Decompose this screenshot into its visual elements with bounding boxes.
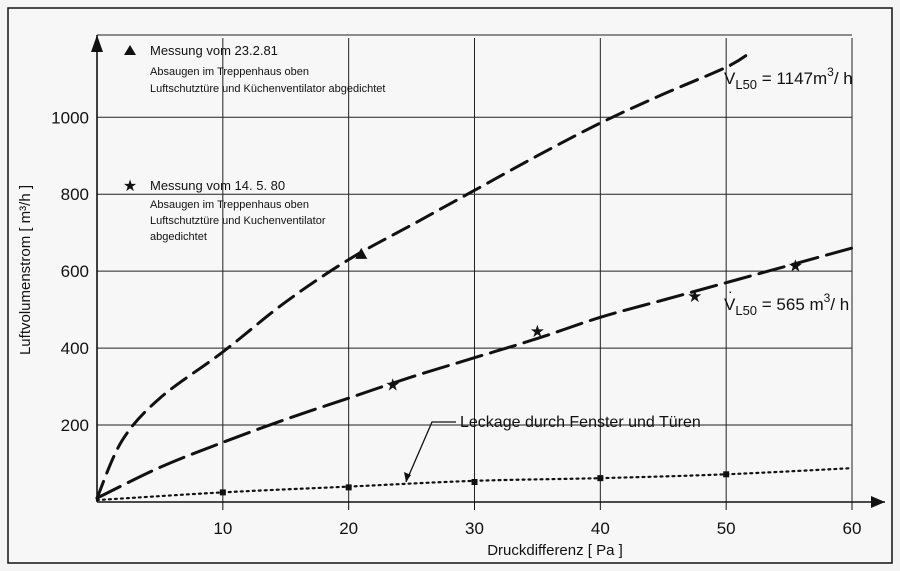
x-axis-arrow — [871, 496, 885, 508]
x-axis-label: Druckdifferenz [ Pa ] — [487, 542, 623, 559]
star-marker: ★ — [788, 256, 803, 276]
leak-label: Leckage durch Fenster und Türen — [460, 414, 701, 431]
annotation-triangle-line2: Luftschutztüre und Küchenventilator abge… — [150, 83, 385, 95]
annotation-star-title: Messung vom 14. 5. 80 — [150, 178, 285, 193]
chart-frame — [7, 7, 893, 564]
annotation-star-line3: abgedichtet — [150, 231, 207, 243]
square-marker — [597, 475, 604, 482]
y-tick-label: 1000 — [51, 108, 89, 127]
y-tick-label: 800 — [61, 185, 89, 204]
legend-triangle-icon — [124, 45, 136, 55]
annotation-triangle-title: Messung vom 23.2.81 — [150, 43, 278, 58]
leak-arrow-head — [404, 472, 411, 482]
formula-565-dot: · — [728, 283, 733, 299]
grid — [97, 34, 853, 502]
star-marker: ★ — [530, 322, 545, 342]
square-marker — [345, 484, 352, 491]
x-tick-label: 30 — [465, 519, 484, 538]
formula-1147-dot: · — [728, 57, 733, 73]
leak-arrow — [405, 421, 456, 483]
square-marker — [219, 489, 226, 496]
star-marker: ★ — [687, 287, 702, 307]
x-tick-label: 10 — [213, 519, 232, 538]
formula-1147: VL50 = 1147m3/ h — [724, 65, 853, 92]
tick-labels: 10 20 30 40 50 60 200 400 600 800 1000 — [51, 108, 861, 538]
y-tick-label: 600 — [61, 262, 89, 281]
square-marker — [471, 478, 478, 485]
x-tick-label: 50 — [717, 519, 736, 538]
axes — [91, 35, 885, 508]
y-axis-arrow — [91, 35, 103, 52]
y-tick-label: 200 — [61, 416, 89, 435]
series-markers: ★ ★ ★ ★ — [219, 247, 803, 496]
annotation-star-line1: Absaugen im Treppenhaus oben — [150, 199, 309, 211]
square-marker — [723, 471, 730, 478]
series-line-triangle — [95, 50, 753, 500]
formula-565: VL50 = 565 m3/ h — [724, 291, 849, 318]
y-axis-label: Luftvolumenstrom [ m³/h ] — [17, 185, 34, 355]
annotation-triangle-line1: Absaugen im Treppenhaus oben — [150, 66, 309, 78]
annotation-star-line2: Luftschutztüre und Kuchenventilator — [150, 215, 326, 227]
x-tick-label: 60 — [843, 519, 862, 538]
x-tick-label: 40 — [591, 519, 610, 538]
x-tick-label: 20 — [339, 519, 358, 538]
star-marker: ★ — [385, 376, 400, 396]
series-line-star — [95, 246, 854, 500]
triangle-marker — [355, 247, 368, 259]
y-tick-label: 400 — [61, 339, 89, 358]
legend-star-icon: ★ — [123, 176, 137, 195]
